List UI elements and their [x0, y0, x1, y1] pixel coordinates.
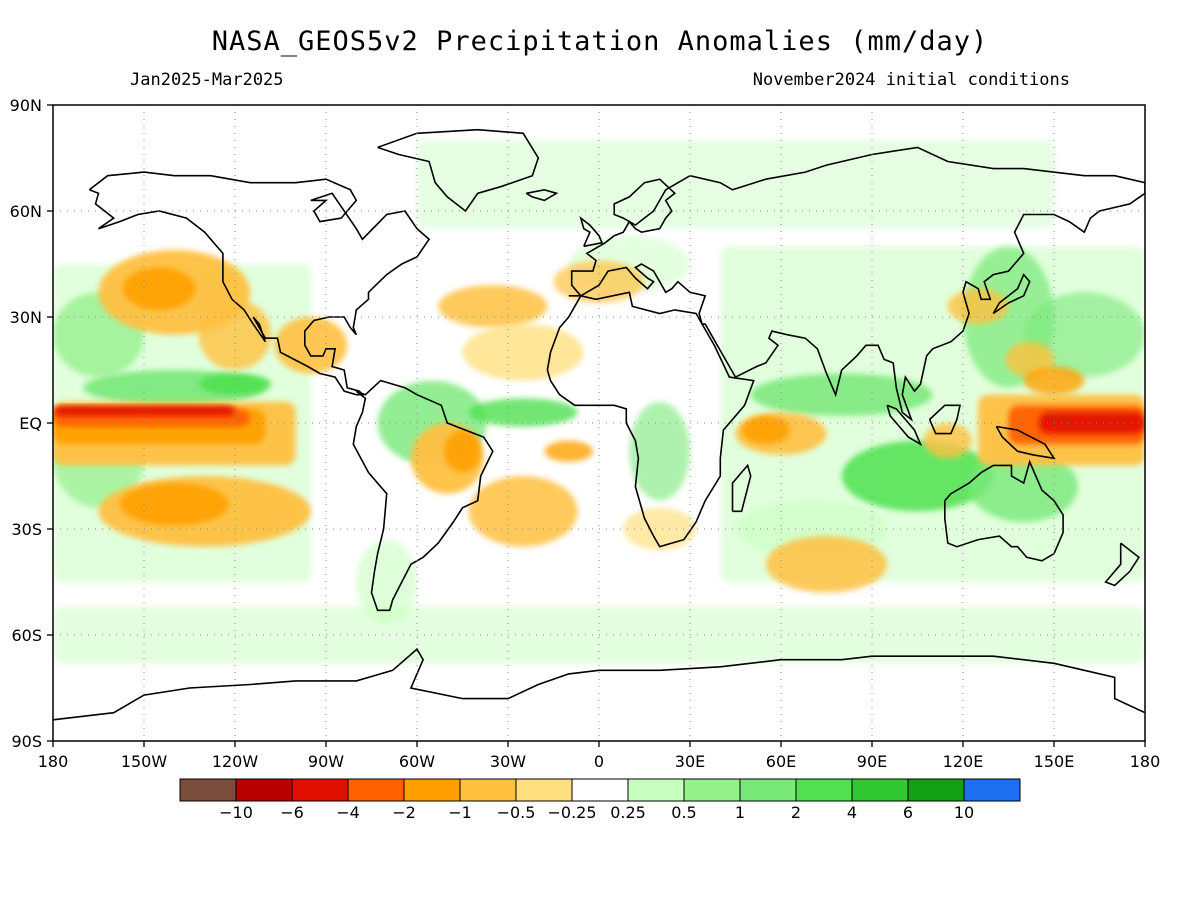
north-america-coast: [88, 171, 431, 396]
wet-area: [629, 401, 690, 501]
eurasia-africa-coast: [568, 146, 1145, 422]
coastlines: [53, 128, 1145, 721]
colorbar-swatch: [235, 778, 293, 802]
longitude-tick-label: 30E: [675, 752, 705, 771]
colorbar-swatch: [627, 778, 685, 802]
longitude-tick-label: 90E: [857, 752, 887, 771]
wet-area: [468, 398, 578, 427]
colorbar-label: 0.25: [610, 803, 646, 822]
colorbar-label: −10: [219, 803, 253, 822]
dry-area: [947, 288, 1009, 325]
colorbar-swatch: [963, 778, 1021, 802]
africa-coast: [546, 291, 755, 548]
borneo-coast: [928, 404, 961, 435]
colorbar-label: −6: [280, 803, 304, 822]
wet-area: [417, 140, 1054, 229]
colorbar-label: −4: [336, 803, 360, 822]
dry-area: [765, 536, 888, 593]
australia-coast: [943, 459, 1064, 562]
colorbar: −10 −6 −4 −2 −1 −0.5 −0.25 0.25 0.5 1 2 4 6 10: [179, 778, 1021, 822]
colorbar-label: 6: [903, 803, 913, 822]
colorbar-swatch: [795, 778, 853, 802]
wet-area: [1023, 292, 1145, 378]
dry-area: [119, 483, 229, 526]
colorbar-swatch: [347, 778, 405, 802]
colorbar-swatch: [571, 778, 629, 802]
dry-area: [468, 476, 578, 547]
colorbar-label: 2: [791, 803, 801, 822]
longitude-tick-label: 60W: [399, 752, 435, 771]
longitude-tick-label: 0: [594, 752, 604, 771]
colorbar-swatch: [403, 778, 461, 802]
map-title: NASA_GEOS5v2 Precipitation Anomalies (mm…: [211, 26, 989, 57]
latitude-tick-label: 30S: [11, 520, 42, 539]
colorbar-label: 1: [735, 803, 745, 822]
initial-conditions: November2024 initial conditions: [752, 70, 1070, 90]
longitude-tick-label: 60E: [766, 752, 796, 771]
latitude-tick-label: 90S: [11, 732, 42, 751]
colorbar-swatch: [291, 778, 349, 802]
dry-area: [122, 267, 196, 310]
colorbar-label: 4: [847, 803, 857, 822]
latitude-tick-label: 90N: [10, 96, 42, 115]
dry-band: [1038, 412, 1145, 434]
colorbar-swatch: [739, 778, 797, 802]
colorbar-label: −0.5: [497, 803, 536, 822]
forecast-period: Jan2025-Mar2025: [130, 70, 284, 90]
wet-area: [841, 440, 994, 512]
uk-coast: [579, 215, 604, 248]
anomaly-field: [53, 140, 1145, 664]
longitude-tick-label: 150E: [1034, 752, 1075, 771]
colorbar-label: 10: [954, 803, 974, 822]
dry-area: [444, 430, 481, 473]
latitude-tick-label: 30N: [10, 308, 42, 327]
new-guinea-coast: [995, 425, 1056, 460]
longitude-tick-label: 90W: [308, 752, 344, 771]
colorbar-swatch: [683, 778, 741, 802]
colorbar-label: −0.25: [547, 803, 596, 822]
longitude-tick-label: 30W: [490, 752, 526, 771]
iceland-coast: [525, 188, 559, 202]
dry-area: [438, 285, 548, 328]
colorbar-label: −1: [448, 803, 472, 822]
colorbar-swatch: [179, 778, 237, 802]
antarctica-coast: [53, 647, 1145, 721]
colorbar-swatch: [515, 778, 573, 802]
longitude-tick-label: 120E: [943, 752, 984, 771]
sumatra-coast: [886, 404, 923, 447]
dry-area: [1023, 366, 1085, 395]
graticule: [53, 105, 1145, 741]
longitude-tick-label: 180: [38, 752, 69, 771]
wet-area: [750, 373, 933, 416]
colorbar-swatch: [459, 778, 517, 802]
longitude-tick-label: 150W: [121, 752, 168, 771]
latitude-labels: 90N 60N 30N EQ 30S 60S 90S: [10, 96, 53, 751]
wet-area: [356, 539, 417, 625]
longitude-tick-label: 120W: [212, 752, 259, 771]
new-zealand-coast: [1104, 542, 1140, 587]
dry-band: [53, 405, 235, 416]
wet-area: [969, 451, 1079, 522]
latitude-tick-label: 60S: [11, 626, 42, 645]
dry-area: [544, 440, 593, 462]
dry-area: [274, 317, 348, 374]
madagascar-coast: [731, 463, 752, 513]
dry-area: [462, 324, 584, 381]
dry-area: [623, 507, 697, 551]
dry-area: [741, 415, 791, 445]
colorbar-label: −2: [392, 803, 416, 822]
japan-coast: [992, 273, 1031, 315]
colorbar-label: 0.5: [671, 803, 696, 822]
longitude-labels: 180 150W 120W 90W 60W 30W 0 30E 60E 90E 120E 150E 18…: [38, 741, 1161, 771]
greenland-coast: [377, 128, 540, 213]
longitude-tick-label: 180: [1130, 752, 1161, 771]
dry-area: [923, 423, 973, 459]
wet-area: [198, 373, 272, 395]
colorbar-swatch: [907, 778, 965, 802]
latitude-tick-label: EQ: [19, 414, 42, 433]
latitude-tick-label: 60N: [10, 202, 42, 221]
colorbar-swatch: [851, 778, 909, 802]
